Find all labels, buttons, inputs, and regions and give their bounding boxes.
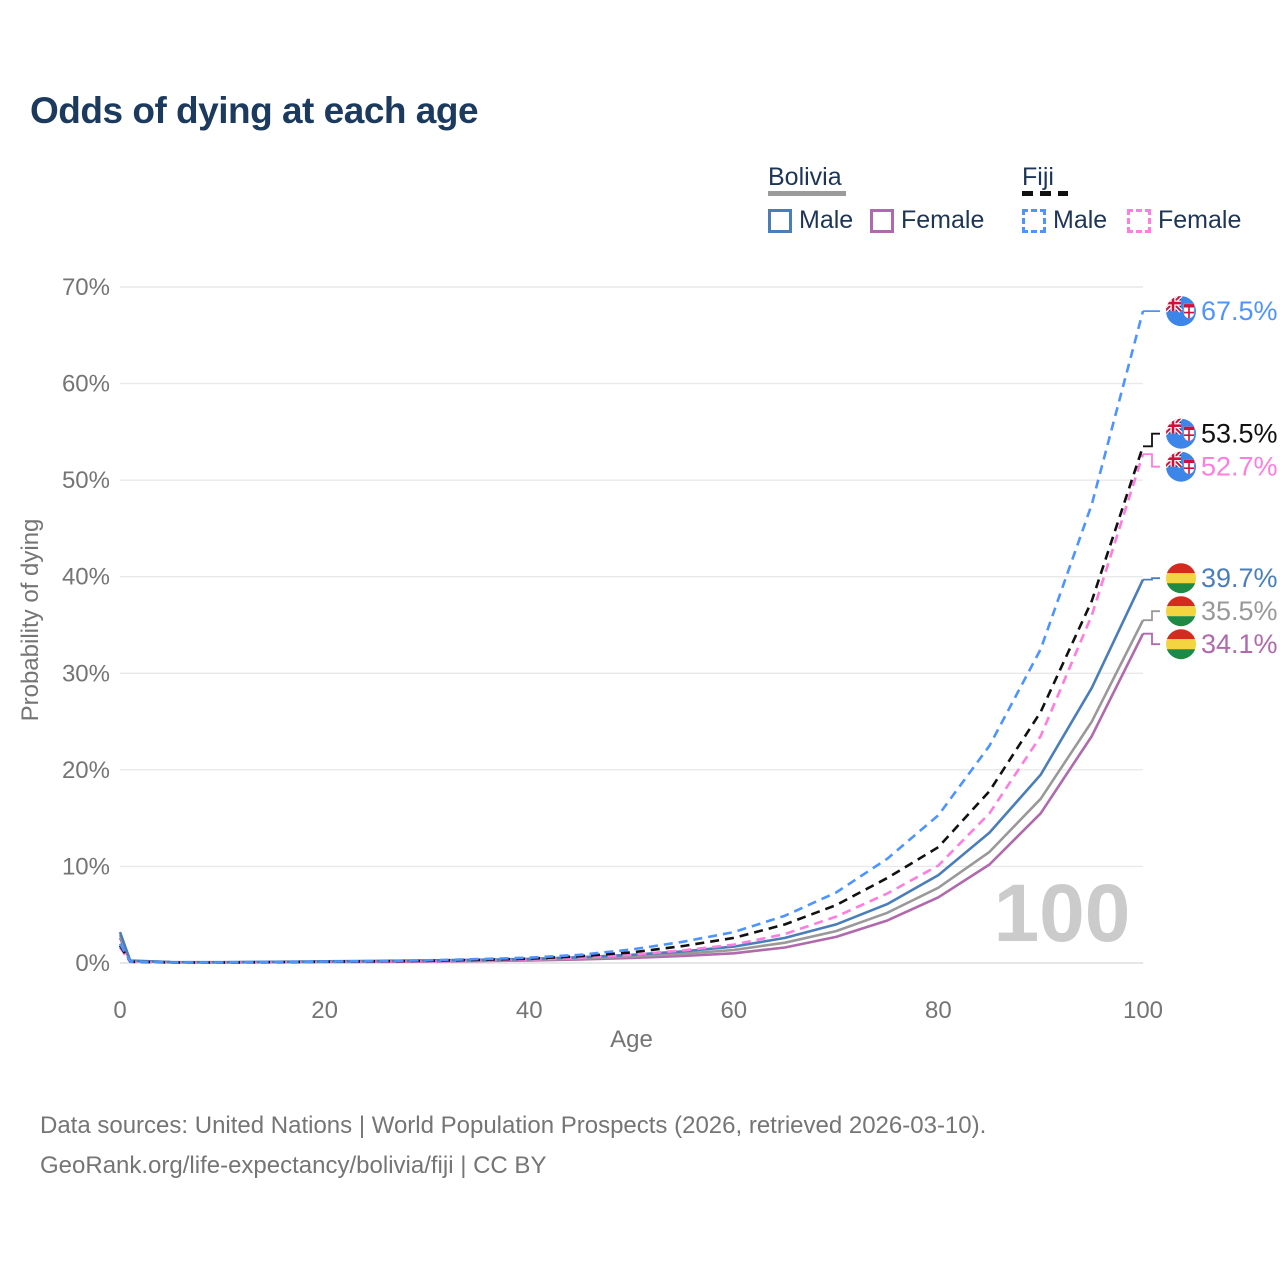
x-tick-label: 20 <box>311 997 338 1024</box>
legend-group-bolivia[interactable]: Bolivia <box>768 163 842 192</box>
series-line-fiji-both[interactable] <box>118 445 1145 964</box>
legend: Bolivia Male Female Fiji Male Female <box>0 160 1280 240</box>
bolivia-flag-icon <box>1165 628 1197 660</box>
y-tick-label: 20% <box>62 757 110 784</box>
y-tick-label: 10% <box>62 853 110 880</box>
legend-item-bolivia-male[interactable]: Male <box>768 206 853 235</box>
legend-item-fiji-male[interactable]: Male <box>1022 206 1107 235</box>
fiji-male-swatch-icon <box>1022 208 1046 233</box>
label-leader-line <box>1143 453 1160 468</box>
legend-item-label: Male <box>799 206 854 234</box>
fiji-dashed-line-swatch <box>1022 191 1068 196</box>
age-watermark: 100 <box>994 868 1131 959</box>
end-label-value: 39.7% <box>1201 563 1278 593</box>
axis-ticks: 0% 10% 20% 30% 40% 50% 60% 70% 0 20 40 60 80 100 <box>62 274 1163 1024</box>
legend-group-fiji[interactable]: Fiji <box>1022 163 1054 192</box>
age-counter-watermark: 100 <box>994 868 1131 959</box>
source-attribution: Data sources: United Nations | World Pop… <box>40 1106 986 1186</box>
x-axis-title: Age <box>610 1026 653 1053</box>
x-tick-label: 80 <box>925 997 952 1024</box>
end-label-bolivia-male: 39.7% <box>1143 562 1278 594</box>
label-leader-line <box>1143 632 1160 646</box>
bolivia-solid-line-swatch <box>768 191 846 196</box>
end-label-fiji-both: 53.5% <box>1143 418 1278 450</box>
end-label-bolivia-both: 35.5% <box>1143 595 1278 627</box>
source-line-2: GeoRank.org/life-expectancy/bolivia/fiji… <box>40 1152 547 1179</box>
legend-item-fiji-female[interactable]: Female <box>1127 206 1241 235</box>
end-label-bolivia-female: 34.1% <box>1143 628 1278 660</box>
series-line-bolivia-male[interactable] <box>118 579 1145 964</box>
y-tick-label: 70% <box>62 274 110 301</box>
series-line-bolivia-female[interactable] <box>118 633 1145 964</box>
series-line-fiji-female[interactable] <box>118 453 1145 964</box>
y-tick-label: 60% <box>62 371 110 398</box>
end-label-value: 67.5% <box>1201 296 1278 326</box>
bolivia-male-swatch-icon <box>768 208 792 233</box>
fiji-female-swatch-icon <box>1127 208 1151 233</box>
y-tick-label: 0% <box>75 950 110 977</box>
end-label-value: 35.5% <box>1201 596 1278 626</box>
end-labels: 67.5% 53.5%52.7% 39.7%35.5%34.1% <box>1143 295 1278 660</box>
series-lines <box>118 310 1145 964</box>
label-leader-line <box>1143 610 1160 622</box>
legend-group-fiji-label: Fiji <box>1022 163 1054 191</box>
y-tick-label: 50% <box>62 467 110 494</box>
y-tick-label: 30% <box>62 660 110 687</box>
series-line-bolivia-both[interactable] <box>118 619 1145 964</box>
end-label-fiji-female: 52.7% <box>1143 451 1278 483</box>
bolivia-flag-icon <box>1165 595 1197 627</box>
end-label-value: 34.1% <box>1201 629 1278 659</box>
x-tick-label: 60 <box>720 997 747 1024</box>
chart-title: Odds of dying at each age <box>30 90 479 131</box>
x-tick-label: 0 <box>113 997 126 1024</box>
y-axis-title: Probability of dying <box>17 518 44 722</box>
gridlines <box>120 286 1143 964</box>
bolivia-female-swatch-icon <box>870 208 894 233</box>
bolivia-flag-icon <box>1165 562 1197 594</box>
legend-item-bolivia-female[interactable]: Female <box>870 206 984 235</box>
source-line-1: Data sources: United Nations | World Pop… <box>40 1112 987 1139</box>
fiji-flag-icon <box>1165 451 1197 483</box>
series-line-fiji-male[interactable] <box>118 310 1145 964</box>
x-tick-label: 40 <box>516 997 543 1024</box>
label-leader-line <box>1143 432 1160 448</box>
fiji-flag-icon <box>1165 418 1197 450</box>
legend-group-bolivia-label: Bolivia <box>768 163 842 191</box>
label-leader-line <box>1143 577 1160 581</box>
legend-item-label: Female <box>901 206 985 234</box>
x-tick-label: 100 <box>1123 997 1163 1024</box>
y-tick-label: 40% <box>62 564 110 591</box>
fiji-flag-icon <box>1165 295 1197 327</box>
legend-item-label: Male <box>1053 206 1108 234</box>
end-label-fiji-male: 67.5% <box>1143 295 1278 327</box>
end-label-value: 52.7% <box>1201 452 1278 482</box>
end-label-value: 53.5% <box>1201 419 1278 449</box>
legend-item-label: Female <box>1158 206 1242 234</box>
